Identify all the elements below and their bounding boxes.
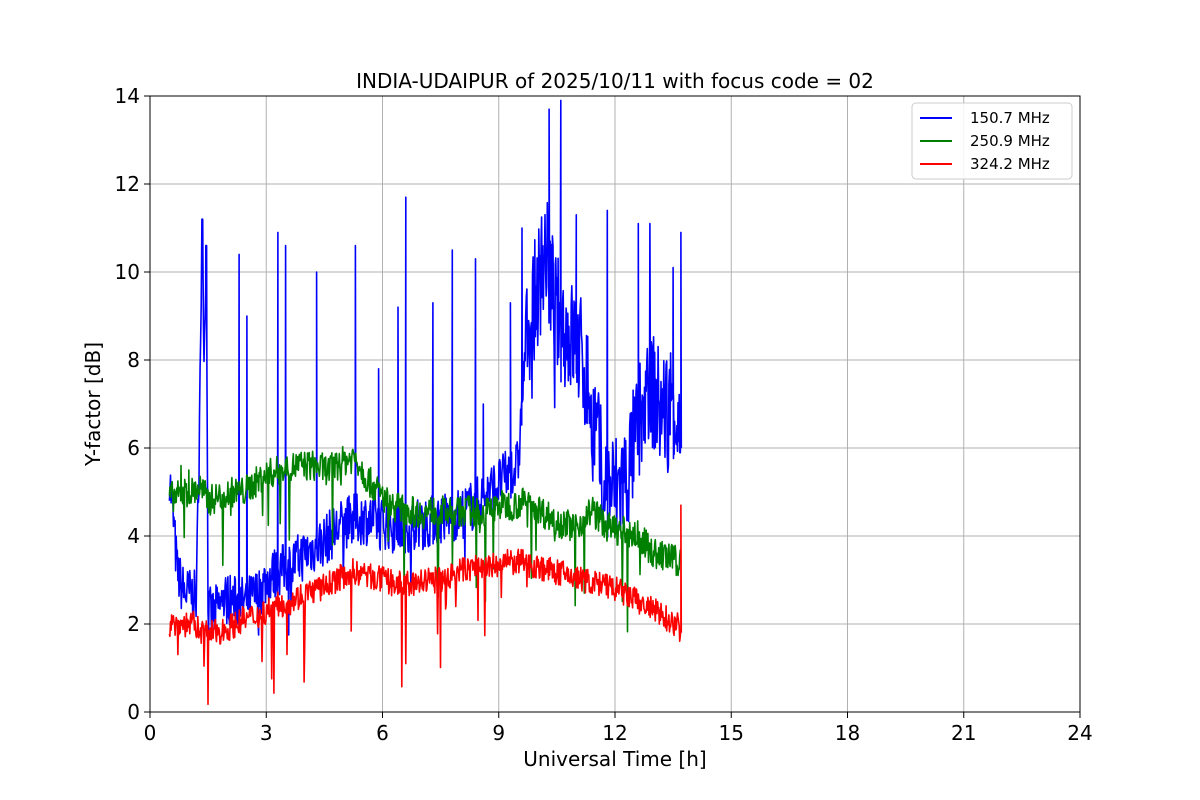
x-tick-label: 3 (260, 721, 273, 745)
y-axis-label: Y-factor [dB] (81, 342, 105, 467)
x-tick-label: 12 (602, 721, 627, 745)
legend-box (911, 102, 1073, 180)
legend: 150.7 MHz 250.9 MHz 324.2 MHz (911, 102, 1073, 180)
y-tick-label: 8 (127, 348, 140, 372)
y-tick-label: 6 (127, 436, 140, 460)
legend-label: 150.7 MHz (970, 109, 1050, 127)
series-line-150-7-mhz (168, 99, 683, 636)
legend-label: 324.2 MHz (970, 155, 1050, 173)
legend-label: 250.9 MHz (970, 132, 1050, 150)
x-tick-label: 0 (144, 721, 157, 745)
x-tick-label: 24 (1067, 721, 1092, 745)
x-tick-label: 18 (835, 721, 860, 745)
y-tick-label: 14 (115, 84, 140, 108)
chart-title: INDIA-UDAIPUR of 2025/10/11 with focus c… (356, 69, 874, 93)
series-line-324-2-mhz (168, 504, 683, 706)
y-tick-label: 2 (127, 612, 140, 636)
y-tick-label: 10 (115, 260, 140, 284)
x-tick-label: 15 (719, 721, 744, 745)
x-tick-label: 6 (376, 721, 389, 745)
x-tick-label: 9 (492, 721, 505, 745)
series-group (168, 99, 683, 706)
x-tick-label: 21 (951, 721, 976, 745)
y-tick-label: 12 (115, 172, 140, 196)
x-axis-label: Universal Time [h] (523, 747, 706, 771)
y-tick-label: 0 (127, 700, 140, 724)
y-tick-label: 4 (127, 524, 140, 548)
series-line-250-9-mhz (168, 445, 682, 633)
